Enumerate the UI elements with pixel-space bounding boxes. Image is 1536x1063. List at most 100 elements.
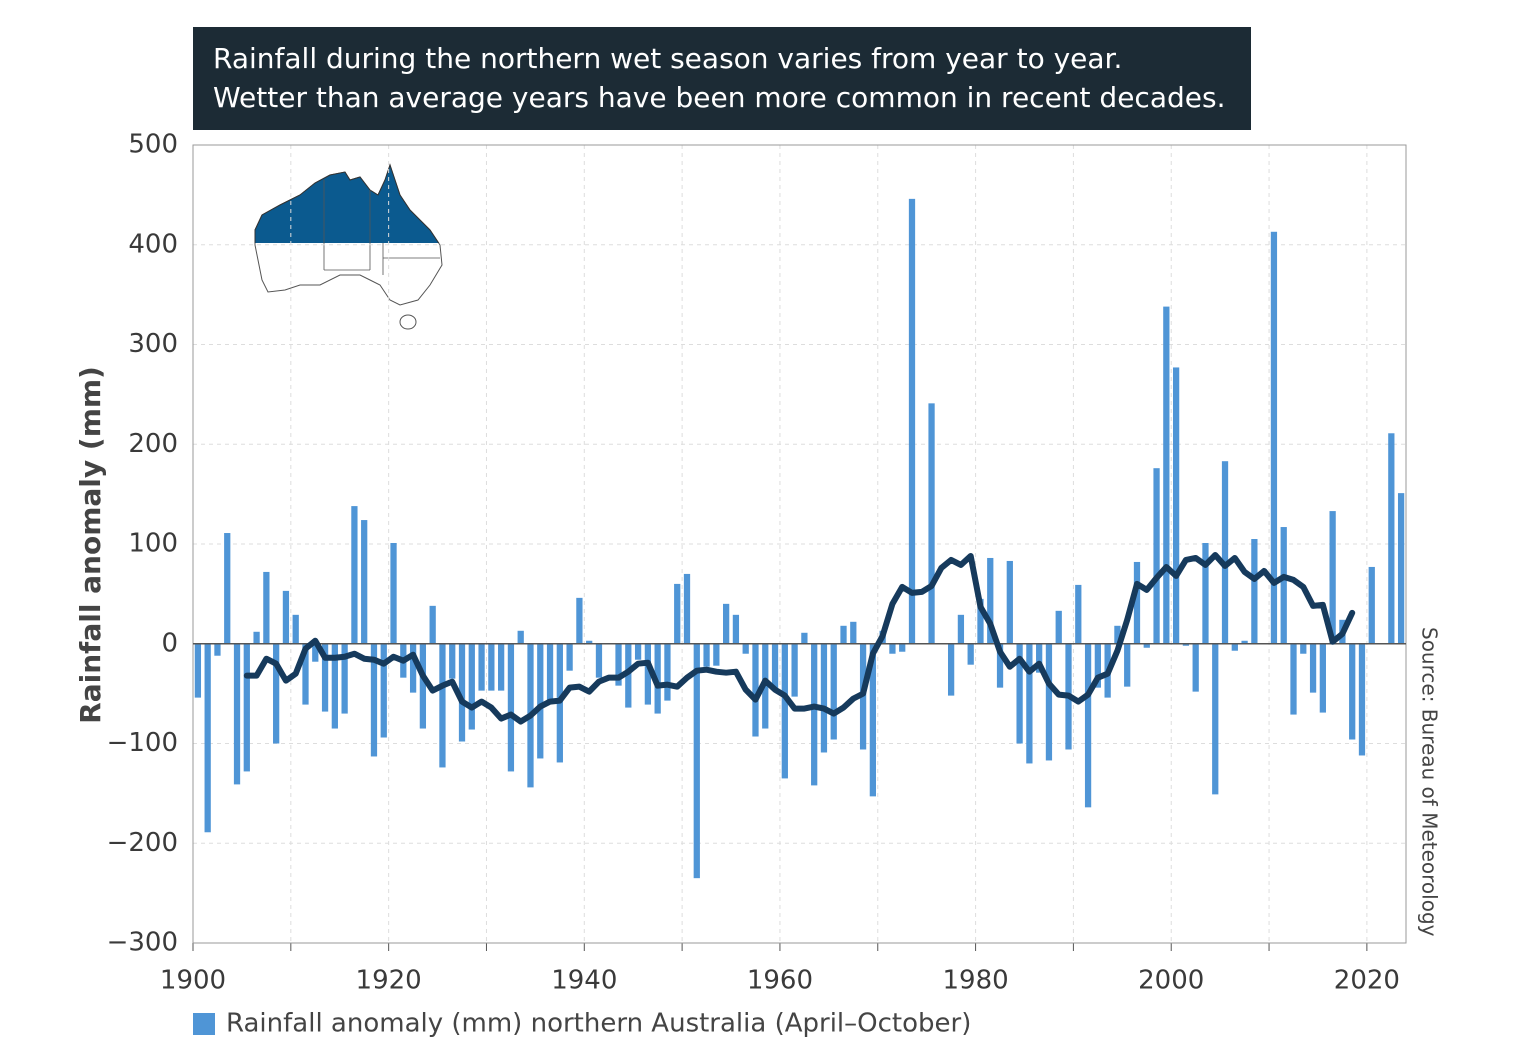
bar (683, 573, 691, 644)
bar (957, 614, 965, 644)
bar (194, 643, 202, 698)
bar (390, 543, 397, 644)
bar (351, 506, 358, 644)
moving-average-line (243, 551, 1356, 725)
bar (1045, 643, 1053, 761)
bar (576, 597, 583, 644)
bar (312, 643, 319, 662)
bar (1006, 560, 1013, 644)
bar (321, 643, 329, 712)
bar (723, 603, 730, 644)
bar (625, 643, 632, 708)
bar (830, 643, 837, 740)
bar (253, 631, 260, 644)
bar (1212, 643, 1219, 795)
bar (595, 643, 603, 678)
x-tick-label: 2000 (1138, 966, 1204, 996)
x-tick-label: 1980 (942, 966, 1008, 996)
bar (713, 643, 720, 666)
bar (996, 643, 1004, 688)
bar (468, 643, 475, 730)
plot-frame (192, 144, 1407, 944)
y-tick-label: −300 (107, 928, 178, 958)
bar (1290, 643, 1297, 715)
bar (644, 643, 652, 705)
bar (1221, 461, 1229, 644)
bar (1026, 643, 1033, 764)
bar (458, 643, 466, 742)
source-note: Source: Bureau of Meteorology (1418, 627, 1442, 937)
bar (1075, 584, 1082, 644)
y-tick-label: 400 (128, 229, 178, 259)
bar (380, 643, 387, 738)
bar (791, 643, 798, 697)
bar (742, 643, 749, 654)
bar (947, 643, 955, 696)
bar (507, 643, 515, 772)
bar (1270, 231, 1278, 644)
bar (419, 643, 427, 729)
bar (224, 533, 231, 644)
bar (273, 643, 280, 744)
bar (1016, 643, 1023, 744)
x-tick-label: 1900 (160, 966, 226, 996)
bar (752, 643, 759, 737)
bar (1251, 539, 1258, 644)
bar (517, 630, 524, 644)
bar (409, 643, 417, 693)
bar (1280, 527, 1287, 644)
bar (498, 643, 505, 691)
bar (429, 605, 436, 644)
bar (1036, 643, 1043, 673)
bar (233, 643, 241, 785)
bar (1084, 643, 1092, 808)
bar (1309, 643, 1317, 693)
bar (634, 643, 642, 660)
bar (1231, 643, 1238, 651)
bar (292, 614, 299, 644)
legend-label: Rainfall anomaly (mm) northern Australia… (226, 1009, 971, 1039)
bar (566, 643, 573, 671)
y-tick-label: −200 (107, 828, 178, 858)
bar (869, 643, 876, 797)
bar (341, 643, 348, 714)
bar (1172, 367, 1180, 644)
bar (908, 198, 916, 644)
bar (987, 557, 994, 644)
chart-title: Rainfall during the northern wet season … (213, 42, 1122, 75)
bar (1114, 625, 1121, 644)
y-axis-label: Rainfall anomaly (mm) (74, 366, 107, 724)
x-tick-label: 1960 (747, 966, 813, 996)
bar (840, 625, 847, 644)
bar (1124, 643, 1131, 687)
bar (889, 643, 896, 654)
bar (1300, 643, 1307, 654)
y-tick-label: 200 (128, 429, 178, 459)
bar (1349, 643, 1356, 740)
bar (1368, 566, 1375, 644)
y-tick-label: 500 (128, 130, 178, 160)
legend-swatch (193, 1013, 215, 1035)
bar (1202, 543, 1209, 644)
bar (449, 643, 456, 679)
bar (928, 403, 935, 644)
bar (615, 643, 622, 686)
bar (811, 643, 818, 786)
chart-title: Wetter than average years have been more… (213, 81, 1225, 114)
bar (1358, 643, 1366, 756)
y-tick-label: 300 (128, 329, 178, 359)
bar (1329, 511, 1336, 644)
bar (488, 643, 495, 691)
bar (331, 643, 338, 729)
bar (977, 598, 984, 644)
bar (850, 621, 857, 644)
bar (361, 520, 368, 644)
bar (1319, 643, 1326, 713)
y-tick-label: 100 (128, 529, 178, 559)
bar (478, 643, 485, 691)
bar (1133, 561, 1141, 644)
bar (1388, 433, 1395, 644)
bar (1397, 493, 1405, 644)
